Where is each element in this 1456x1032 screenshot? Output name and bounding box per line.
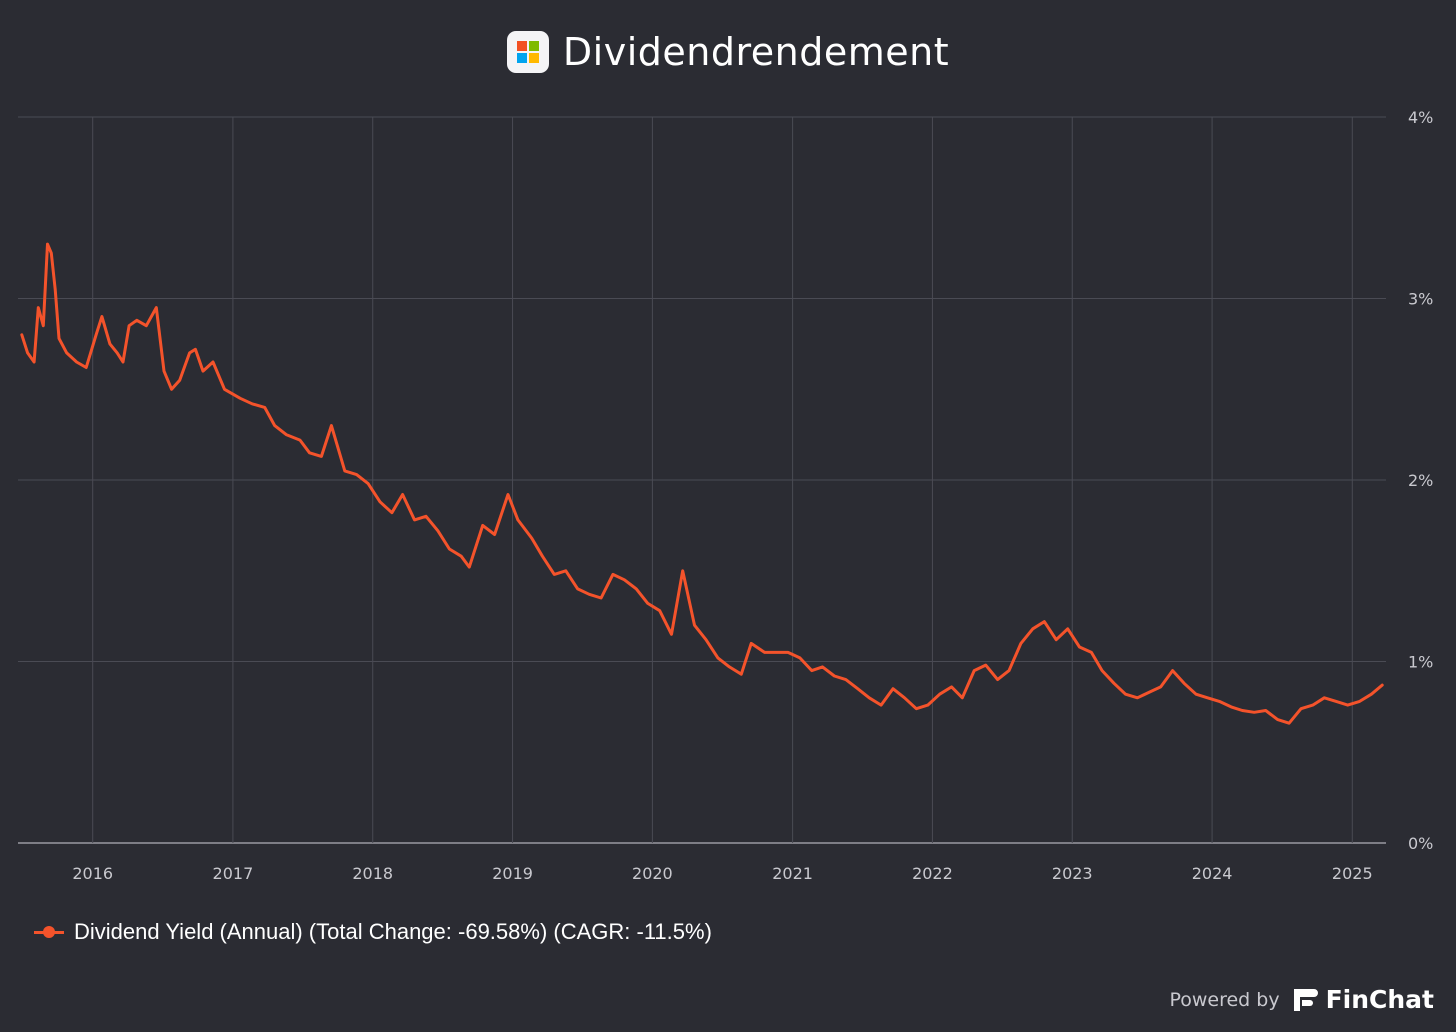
logo-quadrant-yellow	[528, 53, 539, 63]
finchat-brand-name: FinChat	[1325, 985, 1434, 1014]
x-tick-label: 2021	[772, 864, 813, 883]
powered-by-footer[interactable]: Powered by FinChat	[1169, 985, 1434, 1014]
line-dot-marker-icon	[34, 925, 64, 939]
chart-legend[interactable]: Dividend Yield (Annual) (Total Change: -…	[34, 919, 712, 945]
grid-layer	[18, 116, 1386, 844]
series-layer	[20, 242, 1384, 725]
microsoft-logo-svg	[516, 41, 539, 63]
y-tick-label: 2%	[1408, 471, 1433, 490]
x-tick-label: 2023	[1052, 864, 1093, 883]
y-tick-label: 3%	[1408, 290, 1433, 309]
y-tick-label: 0%	[1408, 834, 1433, 853]
logo-quadrant-green	[528, 41, 539, 51]
legend-label: Dividend Yield (Annual) (Total Change: -…	[74, 919, 712, 944]
y-tick-label: 1%	[1408, 653, 1433, 672]
finchat-logo-icon	[1293, 988, 1318, 1011]
finchat-brand[interactable]: FinChat	[1290, 985, 1434, 1014]
x-tick-label: 2019	[492, 864, 533, 883]
chart-title: Dividendrendement	[562, 30, 950, 74]
x-tick-label: 2018	[352, 864, 393, 883]
microsoft-logo-icon	[506, 31, 549, 73]
y-tick-label: 4%	[1408, 108, 1433, 127]
axis-labels-layer: 0% 1% 2% 3% 4% 2016 2017 2018 2019 2020 2021 2022 20…	[72, 108, 1433, 883]
finchat-logo-lower	[1301, 999, 1313, 1006]
powered-by-text: Powered by	[1169, 988, 1280, 1011]
x-tick-label: 2022	[912, 864, 953, 883]
x-tick-label: 2025	[1332, 864, 1373, 883]
x-tick-label: 2017	[213, 864, 254, 883]
x-tick-label: 2016	[72, 864, 113, 883]
dividend-yield-line	[20, 242, 1384, 725]
chart-header: Dividendrendement	[0, 30, 1456, 74]
finchat-logo-upper	[1293, 988, 1318, 1011]
logo-quadrant-blue	[516, 53, 527, 63]
logo-quadrant-red	[516, 41, 527, 51]
x-tick-label: 2020	[632, 864, 673, 883]
x-tick-label: 2024	[1192, 864, 1233, 883]
